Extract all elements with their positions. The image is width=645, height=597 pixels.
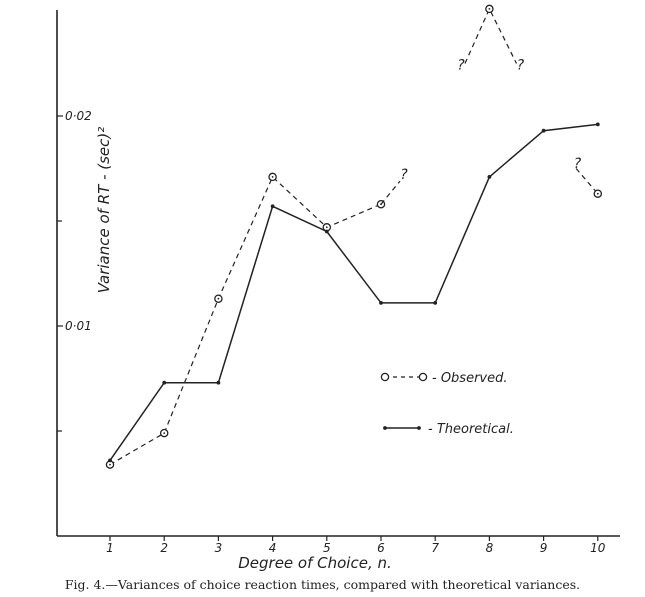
figure-caption: Fig. 4.—Variances of choice reaction tim…: [64, 577, 581, 592]
uncertain-label: ?: [400, 167, 408, 183]
theoretical-point: [433, 301, 438, 305]
y-axis-label: Variance of RT - (sec)²: [95, 127, 113, 294]
uncertain-line: [380, 180, 401, 205]
x-tick-label: 1: [106, 541, 114, 555]
x-tick-label: 5: [323, 541, 331, 555]
series-layer: [105, 4, 603, 469]
x-tick-label: 8: [486, 541, 494, 555]
labels-layer: ????: [400, 58, 581, 184]
uncertain-label: ?: [517, 58, 525, 74]
theoretical-point: [216, 380, 221, 385]
observed-point-center: [271, 176, 274, 178]
observed-point-center: [325, 226, 328, 229]
observed-point-center: [217, 297, 220, 300]
legend-theoretical-label: - Theoretical.: [428, 422, 514, 437]
uncertain-label: ?: [574, 156, 582, 172]
x-tick-label: 3: [215, 541, 223, 555]
observed-point-center: [109, 463, 111, 466]
x-tick-label: 10: [590, 541, 606, 555]
theoretical-point: [270, 204, 275, 209]
axes: [56, 10, 620, 537]
ticks: 1 2 3 4 5 6 7 8 9 10 0·01 0·02: [57, 109, 606, 555]
observed-point-center: [596, 192, 599, 195]
series-line-0: [109, 175, 382, 466]
theoretical-point: [324, 229, 329, 234]
y-tick-label: 0·02: [65, 109, 92, 123]
theoretical-point: [487, 175, 492, 179]
theoretical-point: [541, 128, 546, 133]
y-tick-label: 0·01: [65, 319, 92, 333]
theoretical-point: [379, 301, 383, 305]
theoretical-point: [595, 122, 600, 127]
legend: - Observed. - Theoretical.: [380, 371, 514, 437]
legend-observed-marker: [380, 372, 390, 382]
series-line-3: [109, 123, 598, 461]
series-line-2: [575, 168, 599, 195]
x-tick-label: 2: [160, 541, 168, 555]
legend-theoretical-marker: [417, 426, 421, 430]
observed-point-center: [163, 432, 166, 434]
x-tick-label: 7: [431, 541, 439, 555]
uncertain-label: ?: [457, 58, 465, 74]
x-tick-label: 6: [377, 541, 385, 555]
legend-observed-label: - Observed.: [432, 371, 508, 386]
theoretical-point: [108, 458, 112, 463]
x-tick-label: 4: [269, 541, 277, 555]
x-tick-label: 9: [540, 541, 548, 555]
theoretical-point: [162, 380, 167, 385]
x-axis-label: Degree of Choice, n.: [238, 554, 392, 572]
series-line-1: [464, 7, 518, 64]
observed-point-center: [488, 7, 491, 10]
legend-theoretical-marker: [383, 426, 387, 430]
legend-observed-marker: [418, 372, 428, 382]
